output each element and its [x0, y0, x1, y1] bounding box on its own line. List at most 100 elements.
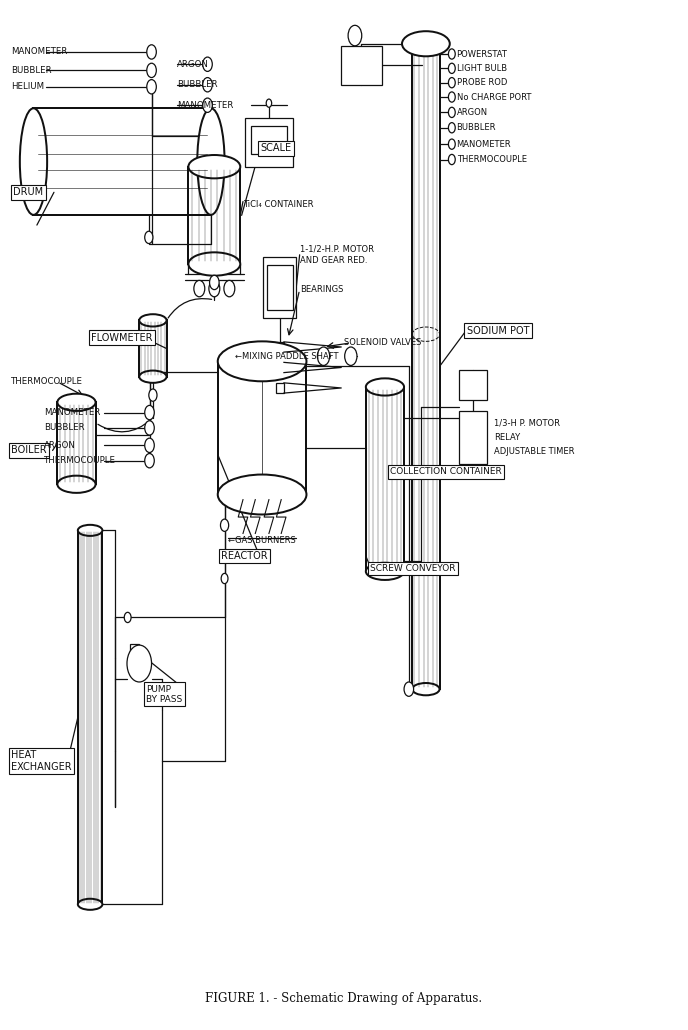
- Text: FIGURE 1. - Schematic Drawing of Apparatus.: FIGURE 1. - Schematic Drawing of Apparat…: [206, 992, 482, 1005]
- Ellipse shape: [217, 475, 306, 515]
- Text: RELAY: RELAY: [494, 433, 520, 442]
- Text: SOLENOID VALVES: SOLENOID VALVES: [344, 339, 421, 347]
- Circle shape: [147, 63, 156, 77]
- Text: DRUM: DRUM: [13, 187, 43, 198]
- Circle shape: [144, 406, 154, 420]
- Text: BOILER: BOILER: [11, 445, 47, 455]
- Text: AND GEAR RED.: AND GEAR RED.: [300, 256, 367, 266]
- Circle shape: [221, 574, 228, 584]
- Text: 1/3-H P. MOTOR: 1/3-H P. MOTOR: [494, 418, 560, 427]
- Circle shape: [147, 79, 156, 94]
- Circle shape: [127, 645, 151, 682]
- Bar: [264, 256, 297, 318]
- Text: BUBBLER: BUBBLER: [177, 80, 217, 90]
- Bar: [276, 342, 284, 352]
- Circle shape: [144, 438, 154, 452]
- Ellipse shape: [78, 899, 103, 909]
- Text: BUBBLER: BUBBLER: [44, 423, 85, 433]
- Text: ←GAS BURNERS: ←GAS BURNERS: [228, 536, 296, 545]
- Text: ADJUSTABLE TIMER: ADJUSTABLE TIMER: [494, 447, 574, 456]
- Ellipse shape: [78, 525, 103, 536]
- Text: MANOMETER: MANOMETER: [11, 47, 67, 57]
- Text: HEAT
EXCHANGER: HEAT EXCHANGER: [11, 750, 72, 771]
- Circle shape: [203, 77, 213, 92]
- Circle shape: [144, 420, 154, 435]
- Text: THERMOCOUPLE: THERMOCOUPLE: [11, 377, 83, 386]
- Text: ARGON: ARGON: [44, 441, 76, 450]
- Text: FLOWMETER: FLOWMETER: [92, 333, 153, 343]
- Circle shape: [404, 682, 413, 696]
- Text: MANOMETER: MANOMETER: [177, 101, 233, 110]
- Bar: [245, 117, 293, 167]
- Ellipse shape: [366, 378, 404, 396]
- Circle shape: [449, 139, 455, 149]
- Circle shape: [449, 92, 455, 102]
- Text: MANOMETER: MANOMETER: [44, 408, 100, 417]
- Circle shape: [317, 347, 330, 366]
- Circle shape: [449, 48, 455, 59]
- Polygon shape: [57, 403, 96, 484]
- Text: SCALE: SCALE: [261, 143, 292, 153]
- Text: SODIUM POT: SODIUM POT: [467, 325, 529, 336]
- Text: BUBBLER: BUBBLER: [11, 66, 52, 75]
- Bar: [276, 363, 284, 373]
- Circle shape: [224, 280, 235, 297]
- Bar: [459, 370, 487, 401]
- Ellipse shape: [139, 314, 166, 327]
- Bar: [341, 45, 382, 84]
- Ellipse shape: [217, 341, 306, 381]
- Ellipse shape: [189, 154, 240, 178]
- Text: BUBBLER: BUBBLER: [457, 124, 496, 132]
- Ellipse shape: [57, 476, 96, 493]
- Text: REACTOR: REACTOR: [221, 551, 268, 561]
- Ellipse shape: [139, 371, 166, 383]
- Bar: [459, 411, 487, 464]
- Ellipse shape: [412, 683, 440, 695]
- Circle shape: [449, 77, 455, 88]
- Text: SCREW CONVEYOR: SCREW CONVEYOR: [370, 563, 455, 573]
- Polygon shape: [139, 320, 166, 377]
- Text: THERMOCOUPLE: THERMOCOUPLE: [457, 156, 526, 164]
- Text: POWERSTAT: POWERSTAT: [457, 49, 508, 59]
- Text: HELIUM: HELIUM: [11, 82, 44, 92]
- Text: LIGHT BULB: LIGHT BULB: [457, 64, 507, 73]
- Bar: [267, 265, 293, 310]
- Bar: [131, 644, 138, 656]
- Text: BEARINGS: BEARINGS: [300, 285, 343, 295]
- Ellipse shape: [197, 108, 224, 215]
- Circle shape: [348, 26, 362, 45]
- Text: MANOMETER: MANOMETER: [457, 140, 511, 148]
- Text: ARGON: ARGON: [177, 60, 208, 69]
- Ellipse shape: [412, 38, 440, 49]
- Circle shape: [449, 63, 455, 73]
- Circle shape: [144, 231, 153, 243]
- Circle shape: [203, 57, 213, 71]
- Polygon shape: [366, 387, 404, 572]
- Circle shape: [209, 280, 219, 297]
- Text: No CHARGE PORT: No CHARGE PORT: [457, 93, 531, 102]
- Text: COLLECTION CONTAINER: COLLECTION CONTAINER: [390, 468, 502, 477]
- Circle shape: [449, 123, 455, 133]
- Circle shape: [266, 99, 272, 107]
- Circle shape: [345, 347, 357, 366]
- Polygon shape: [78, 530, 103, 904]
- Circle shape: [210, 275, 219, 289]
- Text: ARGON: ARGON: [457, 108, 488, 116]
- Circle shape: [149, 389, 157, 402]
- Circle shape: [203, 98, 213, 112]
- Ellipse shape: [366, 562, 404, 580]
- Text: ←MIXING PADDLE SHAFT: ←MIXING PADDLE SHAFT: [235, 351, 338, 360]
- Circle shape: [449, 107, 455, 117]
- Ellipse shape: [20, 108, 47, 215]
- Bar: [276, 383, 284, 393]
- Circle shape: [194, 280, 205, 297]
- Polygon shape: [189, 167, 240, 264]
- Ellipse shape: [57, 393, 96, 411]
- Bar: [250, 126, 288, 154]
- Ellipse shape: [402, 31, 450, 57]
- Circle shape: [125, 612, 131, 622]
- Text: PROBE ROD: PROBE ROD: [457, 78, 507, 88]
- Circle shape: [449, 154, 455, 165]
- Polygon shape: [217, 362, 306, 494]
- Ellipse shape: [189, 252, 240, 276]
